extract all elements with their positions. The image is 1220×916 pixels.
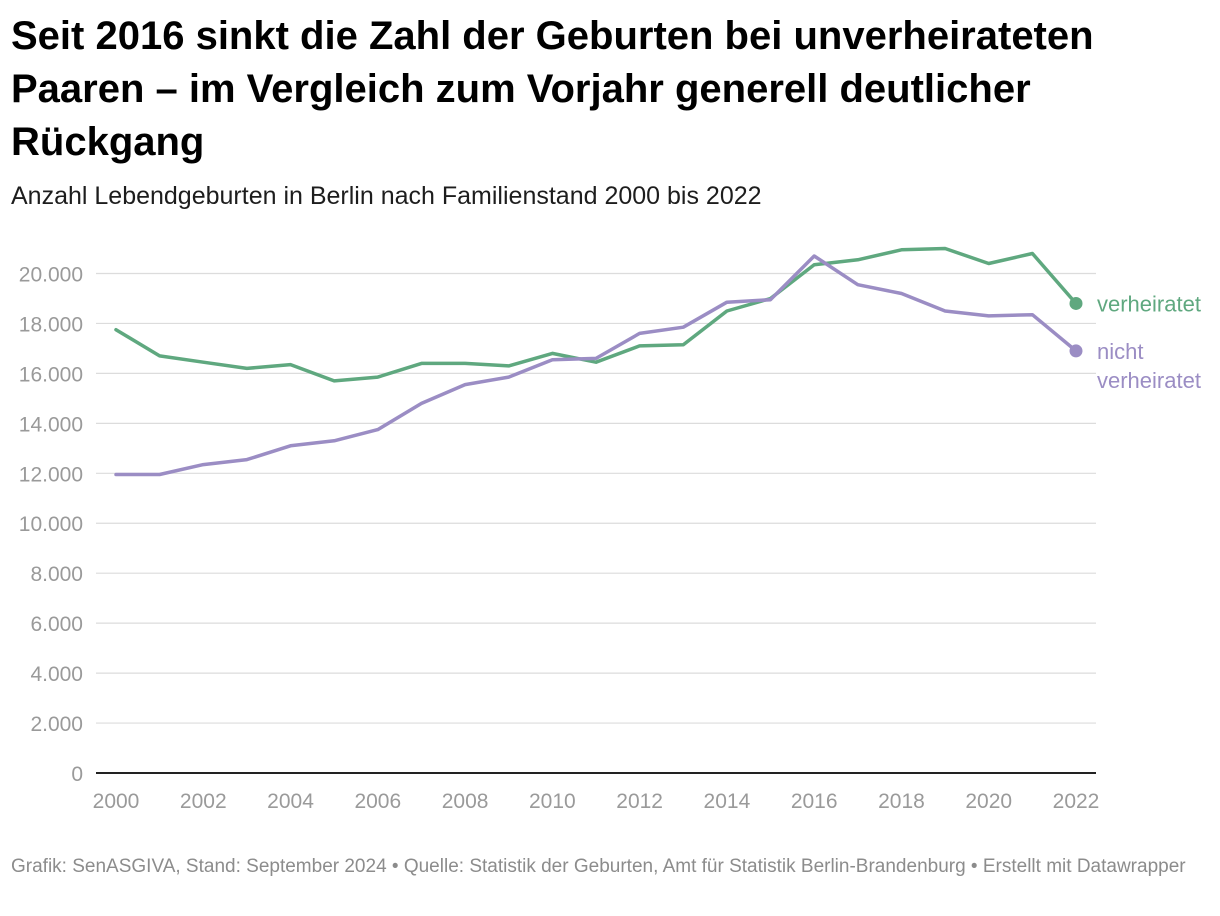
x-tick-label: 2004 — [267, 790, 314, 813]
y-tick-label: 18.000 — [19, 313, 83, 336]
x-tick-label: 2002 — [180, 790, 227, 813]
x-axis-tick-labels: 2000 2002 2004 2006 2008 2010 2012 2014 2016 2018… — [93, 790, 1100, 813]
series-endpoint-nicht-verheiratet — [1069, 344, 1083, 358]
chart-subtitle: Anzahl Lebendgeburten in Berlin nach Fam… — [11, 182, 762, 210]
y-tick-label: 2.000 — [30, 713, 83, 736]
series-label-verheiratet: verheiratet — [1097, 291, 1201, 316]
series-labels: verheiratet nicht verheiratet — [1097, 291, 1201, 392]
series-line-nicht-verheiratet — [114, 254, 1078, 477]
y-tick-label: 4.000 — [30, 663, 83, 686]
y-tick-label: 10.000 — [19, 513, 83, 536]
series-line-verheiratet — [114, 246, 1078, 383]
y-tick-label: 12.000 — [19, 463, 83, 486]
y-axis-tick-labels: 0 2.000 4.000 6.000 8.000 10.000 12.000 14.000 1… — [19, 263, 83, 786]
y-tick-label: 16.000 — [19, 363, 83, 386]
x-tick-label: 2022 — [1053, 790, 1100, 813]
x-tick-label: 2010 — [529, 790, 576, 813]
x-tick-label: 2018 — [878, 790, 925, 813]
y-tick-label: 8.000 — [30, 563, 83, 586]
footer-credit: Grafik: SenASGIVA, Stand: September 2024… — [11, 856, 1186, 877]
x-tick-label: 2014 — [704, 790, 751, 813]
x-tick-label: 2012 — [616, 790, 663, 813]
y-tick-label: 14.000 — [19, 413, 83, 436]
x-tick-label: 2008 — [442, 790, 489, 813]
chart-title: Seit 2016 sinkt die Zahl der Geburten be… — [11, 14, 1094, 164]
x-tick-label: 2000 — [93, 790, 140, 813]
y-tick-label: 0 — [71, 763, 83, 786]
series-endpoint-verheiratet — [1069, 296, 1083, 310]
gridlines — [96, 272, 1096, 724]
x-tick-label: 2006 — [354, 790, 401, 813]
x-tick-label: 2016 — [791, 790, 838, 813]
series-lines — [114, 246, 1083, 477]
x-tick-label: 2020 — [965, 790, 1012, 813]
series-label-nicht-verheiratet: verheiratet — [1097, 368, 1201, 393]
y-tick-label: 6.000 — [30, 613, 83, 636]
series-label-nicht-verheiratet: nicht — [1097, 339, 1143, 364]
y-tick-label: 20.000 — [19, 263, 83, 286]
